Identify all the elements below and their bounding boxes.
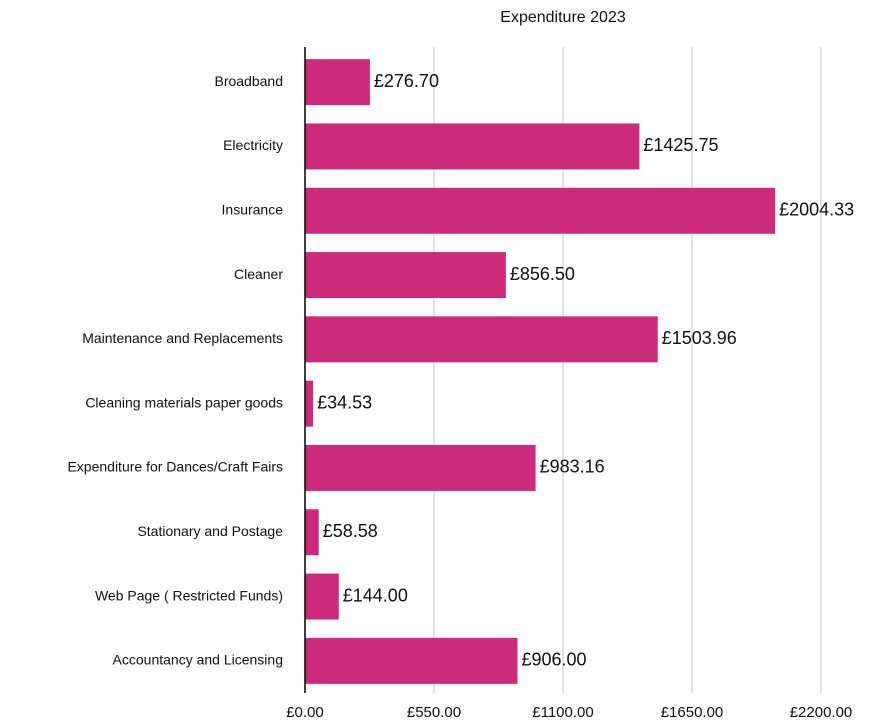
value-label: £144.00 <box>343 585 408 605</box>
bar <box>305 380 314 427</box>
bar <box>305 444 536 491</box>
x-tick-label: £550.00 <box>407 704 461 721</box>
x-tick-label: £0.00 <box>286 704 324 721</box>
y-tick-label: Broadband <box>214 73 283 89</box>
x-tick-label: £2200.00 <box>790 704 853 721</box>
bar <box>305 316 658 363</box>
x-tick-label: £1650.00 <box>661 704 724 721</box>
y-tick-label: Maintenance and Replacements <box>82 330 283 346</box>
value-label: £856.50 <box>510 264 575 284</box>
value-label: £34.53 <box>317 392 372 412</box>
bar <box>305 509 319 556</box>
value-label: £2004.33 <box>779 200 854 220</box>
value-label: £58.58 <box>323 521 378 541</box>
bar <box>305 123 640 170</box>
value-label: £906.00 <box>521 650 586 670</box>
value-label: £1503.96 <box>662 328 737 348</box>
bar <box>305 59 370 106</box>
y-tick-label: Cleaner <box>234 266 283 282</box>
y-tick-label: Insurance <box>222 201 284 217</box>
value-label: £276.70 <box>374 71 439 91</box>
y-tick-label: Web Page ( Restricted Funds) <box>95 587 283 603</box>
bar <box>305 252 506 299</box>
y-tick-label: Cleaning materials paper goods <box>85 394 283 410</box>
y-tick-label: Accountancy and Licensing <box>113 652 283 668</box>
y-tick-label: Stationary and Postage <box>137 523 283 539</box>
y-tick-label: Expenditure for Dances/Craft Fairs <box>67 459 283 475</box>
x-tick-label: £1100.00 <box>532 704 593 721</box>
value-label: £983.16 <box>540 457 605 477</box>
value-label: £1425.75 <box>643 135 718 155</box>
chart-title: Expenditure 2023 <box>500 9 626 26</box>
bar <box>305 637 518 684</box>
bar <box>305 573 339 620</box>
bar <box>305 187 776 234</box>
y-tick-label: Electricity <box>223 137 283 153</box>
